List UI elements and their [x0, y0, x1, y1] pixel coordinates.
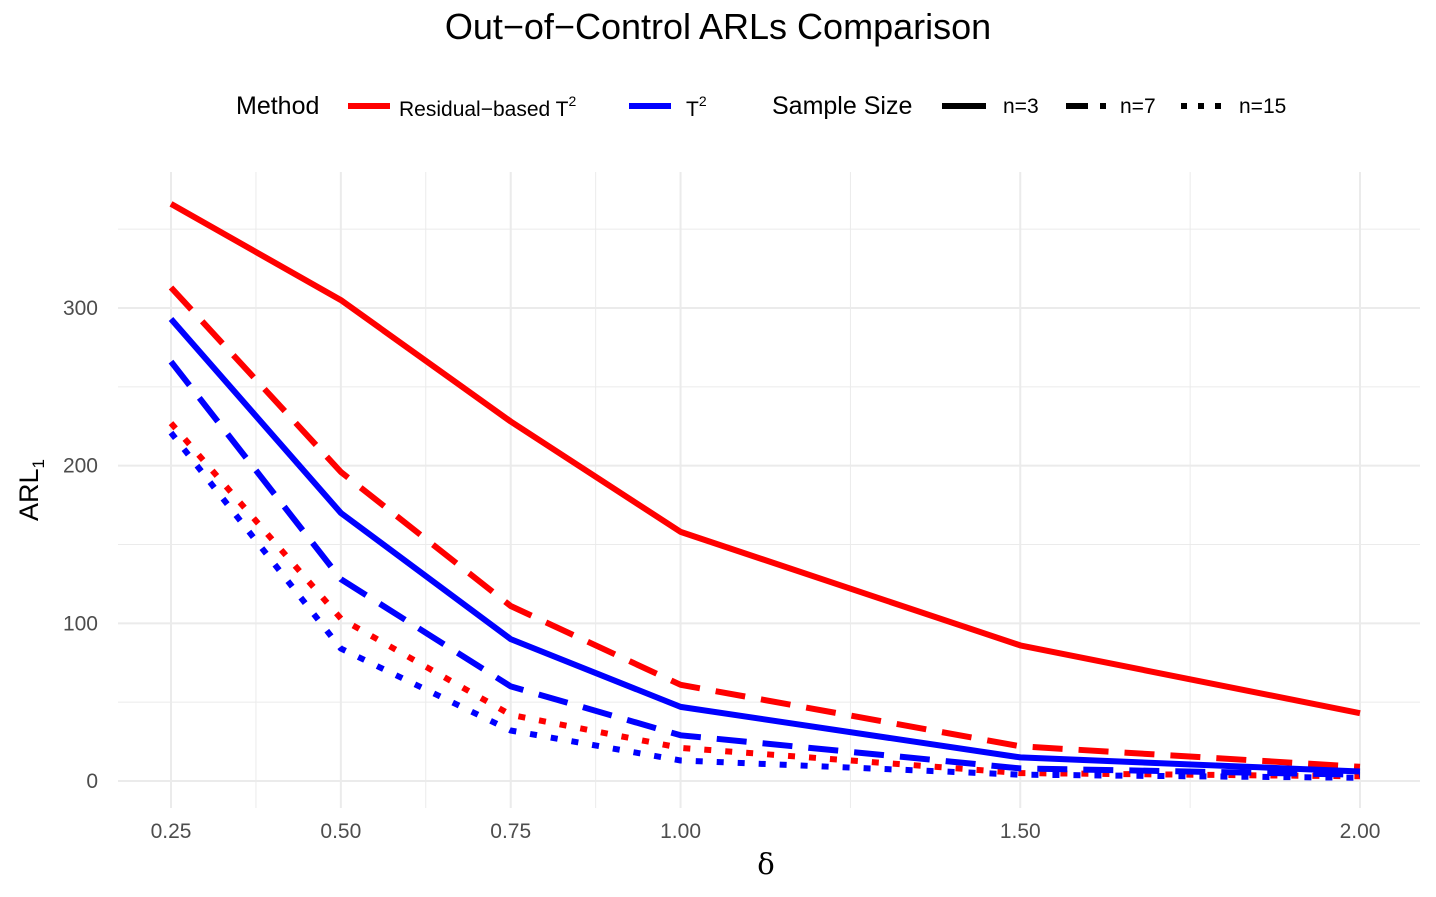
- legend-label-t2: T2: [686, 93, 707, 121]
- series-lines: [168, 201, 1361, 781]
- series-line-t2-n3: [168, 317, 1361, 775]
- series-line-t2-n7: [168, 359, 1361, 778]
- x-tick-label: 2.00: [1340, 820, 1381, 843]
- y-tick-label: 200: [63, 455, 98, 478]
- y-tick-label: 300: [63, 297, 98, 320]
- legend-title-method: Method: [236, 92, 319, 120]
- x-axis-title: δ: [757, 847, 774, 881]
- y-axis-title-subscript: 1: [29, 459, 48, 468]
- x-tick-label: 0.50: [320, 820, 361, 843]
- x-tick-label: 0.25: [151, 820, 192, 843]
- y-axis-title-main: ARL: [14, 468, 44, 521]
- minor-gridlines: [118, 172, 1420, 808]
- y-axis-ticks: 0 100 200 300: [63, 297, 98, 793]
- legend-label-n3: n=3: [1003, 95, 1039, 118]
- x-tick-label: 1.00: [660, 820, 701, 843]
- legend-label-residual-t2: Residual−based T2: [399, 93, 576, 121]
- legend-title-sample-size: Sample Size: [772, 92, 912, 120]
- chart-title: Out−of−Control ARLs Comparison: [444, 6, 992, 47]
- legend-label-n7: n=7: [1120, 95, 1156, 118]
- series-line-residual-t2-n15: [168, 421, 1361, 780]
- legend: Method Residual−based T2 T2 Sample Size …: [236, 92, 1286, 121]
- series-line-residual-t2-n3: [169, 201, 1361, 717]
- legend-label-n15: n=15: [1239, 95, 1286, 118]
- x-axis-ticks: 0.25 0.50 0.75 1.00 1.50 2.00: [151, 820, 1381, 843]
- x-tick-label: 0.75: [490, 820, 531, 843]
- y-tick-label: 100: [63, 612, 98, 635]
- y-axis-title: ARL1: [14, 459, 48, 521]
- major-gridlines: [118, 172, 1420, 808]
- series-line-t2-n15: [168, 430, 1361, 781]
- y-tick-label: 0: [86, 770, 98, 793]
- x-tick-label: 1.50: [1000, 820, 1041, 843]
- series-line-residual-t2-n7: [168, 285, 1361, 770]
